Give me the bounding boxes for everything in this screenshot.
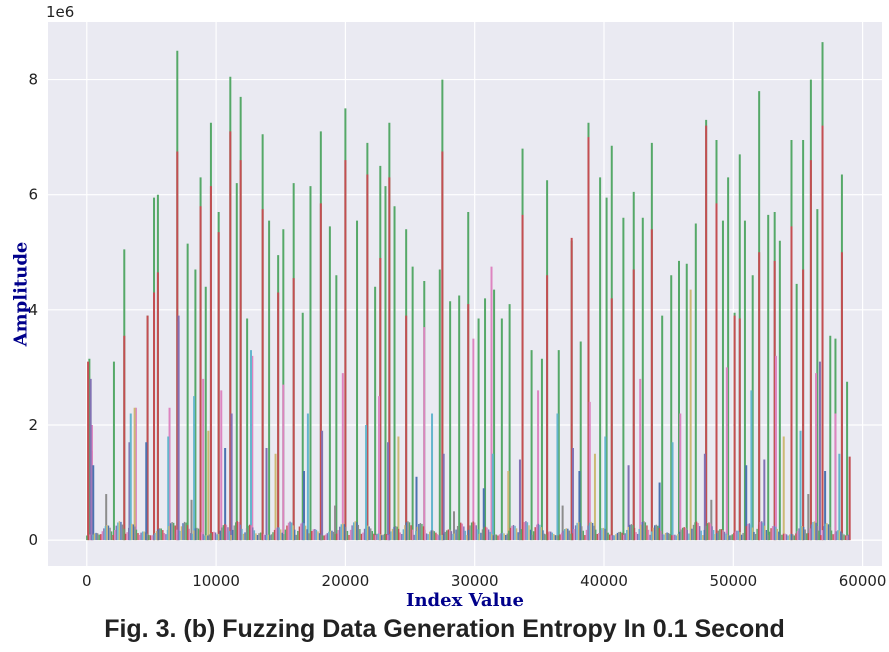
y-axis-ticks: 0 2 4 6 8 [28,71,38,550]
y-tick-label: 6 [28,186,38,204]
x-tick-label: 20000 [322,572,370,590]
series [133,289,785,541]
y-axis-label: Amplitude [10,242,31,348]
y-axis-offset-label: 1e6 [46,3,74,21]
x-axis-ticks: 0 10000 20000 30000 40000 50000 60000 [82,572,886,590]
y-tick-label: 8 [28,71,38,89]
y-tick-label: 2 [28,416,38,434]
x-tick-label: 10000 [192,572,240,590]
y-tick-label: 4 [28,301,38,319]
series [89,315,821,541]
x-tick-label: 40000 [580,572,628,590]
y-tick-label: 0 [28,531,38,549]
series [87,125,851,541]
series-layer [86,42,851,541]
figure-caption: Fig. 3. (b) Fuzzing Data Generation Entr… [104,615,785,643]
x-tick-label: 30000 [451,572,499,590]
x-tick-label: 0 [82,572,92,590]
x-axis-label: Index Value [406,590,524,611]
baseline-noise [86,521,850,541]
series [129,350,841,541]
plot-area [48,22,882,566]
x-tick-label: 50000 [709,572,757,590]
x-tick-label: 60000 [839,572,887,590]
